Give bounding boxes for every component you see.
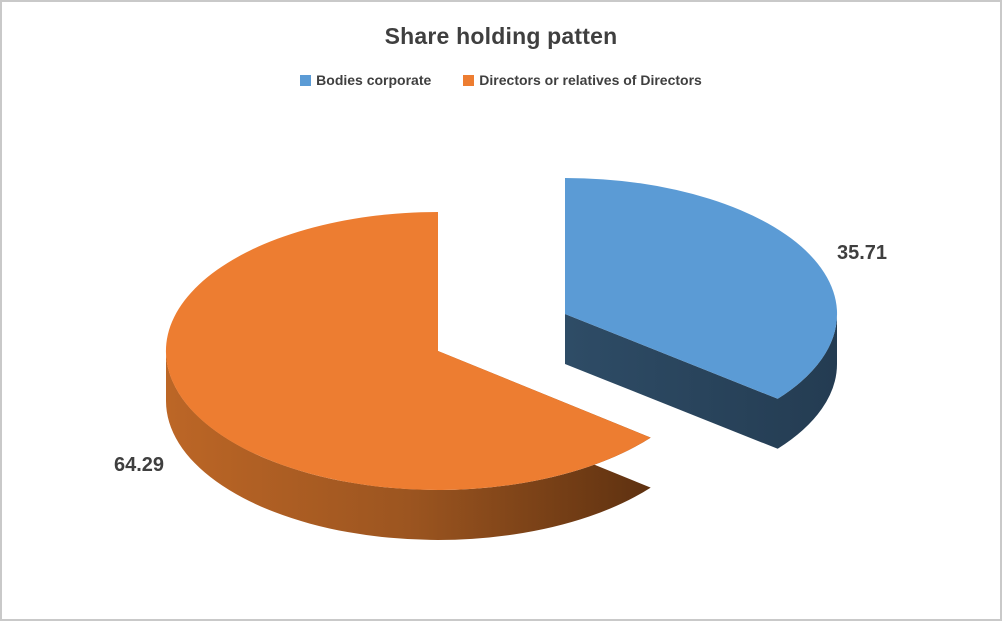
legend-item-bodies-corporate[interactable]: Bodies corporate xyxy=(300,72,431,88)
legend-marker-directors-icon xyxy=(463,74,475,86)
pie-slice-side-bodies-corporate xyxy=(565,314,837,449)
chart-title: Share holding patten xyxy=(384,23,618,49)
data-label-directors: 64.29 xyxy=(114,454,165,476)
legend-item-directors[interactable]: Directors or relatives of Directors xyxy=(463,72,702,88)
legend: Bodies corporate Directors or relatives … xyxy=(2,72,1000,88)
data-label-bodies-corporate: 35.71 xyxy=(837,242,888,264)
legend-label-directors: Directors or relatives of Directors xyxy=(479,72,702,88)
legend-marker-bodies-corporate-icon xyxy=(300,74,312,86)
pie-slice-bodies-corporate[interactable] xyxy=(565,178,838,399)
legend-label-bodies-corporate: Bodies corporate xyxy=(316,72,432,88)
pie-slice-directors[interactable] xyxy=(165,212,651,491)
